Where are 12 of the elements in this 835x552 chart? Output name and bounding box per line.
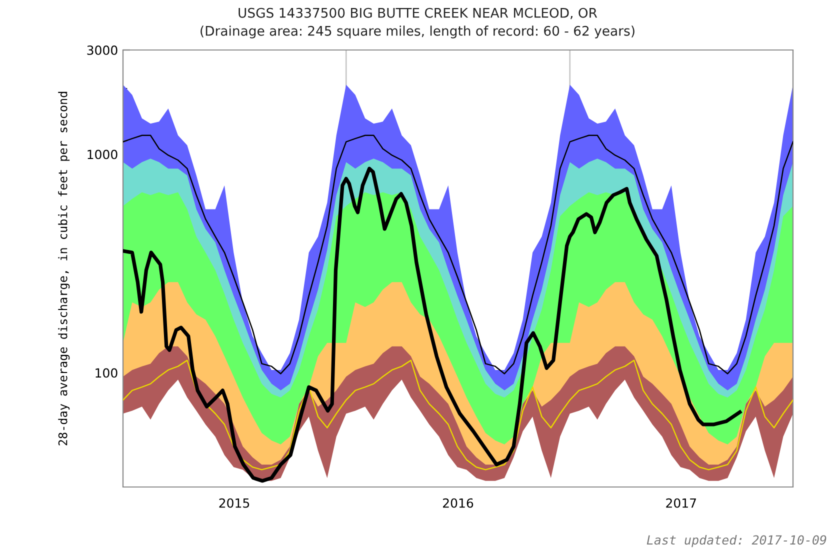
x-tick-label: 2016 <box>443 498 474 508</box>
y-tick-label: 3000 <box>87 45 118 55</box>
line-series <box>123 134 793 374</box>
y-tick-label: 1000 <box>88 150 118 160</box>
x-tick-label: 2015 <box>219 498 250 508</box>
chart-subtitle: (Drainage area: 245 square miles, length of record: 60 - 62 years) <box>200 26 634 38</box>
text: Last updated: 2017-10-09 <box>646 534 826 548</box>
x-tick-label: 2017 <box>666 498 696 508</box>
line-series <box>123 360 793 470</box>
y-axis-title: 28-day average discharge, in cubic feet per second <box>58 92 70 446</box>
y-tick-label: 100 <box>96 368 118 378</box>
chart-title: USGS 14337500 BIG BUTTE CREEK NEAR MCLEOD, OR <box>238 8 598 20</box>
